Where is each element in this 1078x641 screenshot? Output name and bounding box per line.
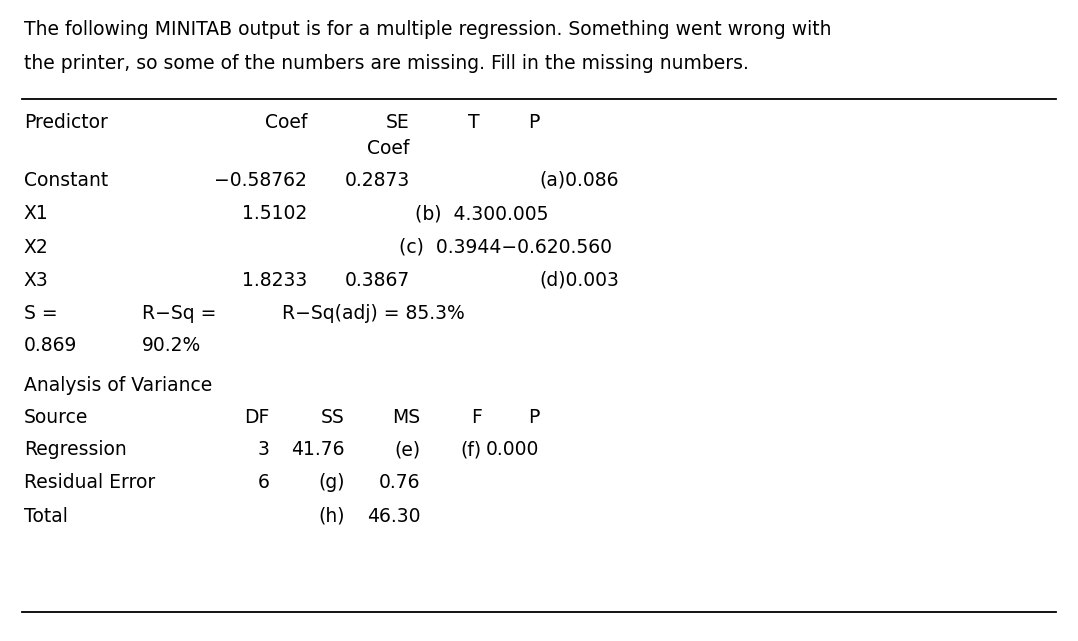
Text: The following MINITAB output is for a multiple regression. Something went wrong : The following MINITAB output is for a mu…	[24, 21, 831, 39]
Text: T: T	[468, 113, 480, 132]
Text: 0.2873: 0.2873	[344, 171, 410, 190]
Text: (g): (g)	[318, 474, 345, 492]
Text: R−Sq(adj) = 85.3%: R−Sq(adj) = 85.3%	[282, 304, 466, 323]
Text: Residual Error: Residual Error	[24, 474, 155, 492]
Text: Coef: Coef	[368, 139, 410, 158]
Text: 90.2%: 90.2%	[142, 337, 202, 355]
Text: Regression: Regression	[24, 440, 126, 459]
Text: 0.76: 0.76	[379, 474, 420, 492]
Text: Coef: Coef	[265, 113, 307, 132]
Text: 3: 3	[258, 440, 270, 459]
Text: Constant: Constant	[24, 171, 108, 190]
Text: (a)0.086: (a)0.086	[539, 171, 619, 190]
Text: 41.76: 41.76	[291, 440, 345, 459]
Text: 0.869: 0.869	[24, 337, 78, 355]
Text: S =: S =	[24, 304, 57, 323]
Text: X3: X3	[24, 271, 49, 290]
Text: the printer, so some of the numbers are missing. Fill in the missing numbers.: the printer, so some of the numbers are …	[24, 54, 748, 72]
Text: 6: 6	[258, 474, 270, 492]
Text: F: F	[471, 408, 482, 427]
Text: 1.8233: 1.8233	[241, 271, 307, 290]
Text: (f): (f)	[460, 440, 482, 459]
Text: (c)  0.3944−0.620.560: (c) 0.3944−0.620.560	[399, 238, 612, 256]
Text: P: P	[527, 113, 539, 132]
Text: X1: X1	[24, 204, 49, 223]
Text: Total: Total	[24, 507, 68, 526]
Text: Source: Source	[24, 408, 88, 427]
Text: DF: DF	[244, 408, 270, 427]
Text: (b)  4.300.005: (b) 4.300.005	[415, 204, 549, 223]
Text: MS: MS	[392, 408, 420, 427]
Text: R−Sq =: R−Sq =	[142, 304, 217, 323]
Text: P: P	[527, 408, 539, 427]
Text: −0.58762: −0.58762	[215, 171, 307, 190]
Text: 1.5102: 1.5102	[241, 204, 307, 223]
Text: 46.30: 46.30	[367, 507, 420, 526]
Text: Predictor: Predictor	[24, 113, 108, 132]
Text: SS: SS	[321, 408, 345, 427]
Text: 0.3867: 0.3867	[344, 271, 410, 290]
Text: (h): (h)	[318, 507, 345, 526]
Text: X2: X2	[24, 238, 49, 256]
Text: 0.000: 0.000	[485, 440, 539, 459]
Text: SE: SE	[386, 113, 410, 132]
Text: (e): (e)	[395, 440, 420, 459]
Text: Analysis of Variance: Analysis of Variance	[24, 376, 212, 395]
Text: (d)0.003: (d)0.003	[539, 271, 619, 290]
